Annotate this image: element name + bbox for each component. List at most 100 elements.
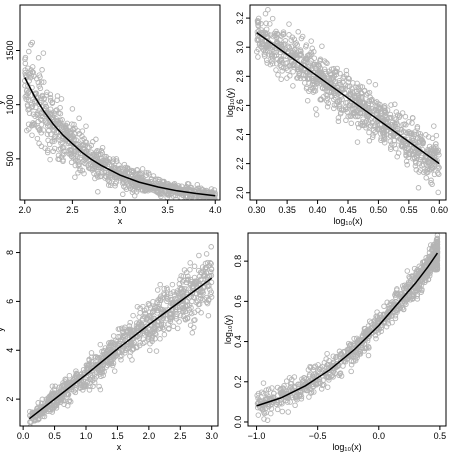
data-point [418, 154, 424, 161]
data-point [88, 350, 95, 356]
data-point [139, 166, 146, 172]
data-point [410, 293, 417, 299]
data-point [159, 324, 166, 331]
data-point [331, 89, 337, 95]
data-point [325, 361, 332, 368]
y-axis-label: log₁₀(y) [223, 315, 233, 344]
data-point [85, 362, 92, 368]
data-point [400, 286, 407, 292]
data-point [71, 148, 77, 154]
data-point [408, 130, 415, 136]
panel-4: −1.0 −0.5 0.0 0.5 0.0 0.2 0.4 0.6 0.8 log₁₀(x) log… [223, 232, 447, 452]
data-point [331, 105, 337, 112]
data-point [350, 358, 357, 365]
y-tick-label: 2.6 [235, 99, 245, 112]
data-point [349, 86, 355, 92]
data-point [33, 76, 40, 82]
data-point [354, 139, 361, 145]
data-point [311, 389, 317, 395]
data-point [56, 134, 63, 140]
data-point [268, 410, 274, 417]
data-point [154, 187, 160, 194]
data-point [114, 175, 120, 181]
data-point [120, 191, 126, 198]
data-point [366, 138, 373, 144]
data-point [417, 157, 424, 163]
data-point [161, 331, 168, 338]
data-point [384, 299, 390, 306]
data-point [297, 75, 304, 82]
data-point [123, 179, 129, 186]
x-tick-label: 0.40 [309, 205, 327, 215]
data-point [290, 83, 296, 89]
data-point [168, 311, 174, 318]
data-point [351, 106, 357, 112]
data-point [49, 100, 56, 106]
data-point [284, 399, 291, 405]
x-tick-label: 0.5 [48, 431, 61, 441]
data-point [44, 131, 51, 137]
data-point [263, 390, 270, 397]
data-point [49, 409, 56, 415]
data-point [381, 139, 388, 146]
data-point [361, 122, 368, 128]
data-point [397, 305, 404, 312]
data-point [269, 60, 276, 67]
y-tick-label: 1500 [5, 40, 15, 60]
plot-frame [247, 232, 447, 427]
data-point [153, 188, 159, 195]
data-point [306, 72, 312, 78]
data-point [390, 131, 396, 138]
data-point [187, 185, 194, 191]
data-point [260, 380, 267, 386]
data-point [377, 114, 384, 121]
data-point [337, 70, 343, 77]
data-point [201, 284, 208, 291]
data-point [398, 302, 405, 309]
data-point [264, 47, 271, 54]
data-point [326, 377, 332, 383]
data-point [149, 185, 155, 192]
data-point [412, 129, 418, 135]
data-point [285, 409, 291, 415]
x-axis-label: log₁₀(x) [333, 216, 362, 226]
data-point [420, 140, 426, 147]
data-point [324, 350, 330, 357]
data-point [335, 118, 342, 125]
data-point [66, 372, 73, 379]
data-point [200, 289, 206, 296]
data-point [93, 136, 99, 143]
data-point [280, 385, 286, 391]
scatter-points [254, 6, 442, 196]
data-point [63, 377, 69, 383]
data-point [406, 130, 412, 136]
data-point [309, 75, 315, 82]
y-tick-label: 2 [5, 397, 15, 402]
data-point [290, 68, 296, 75]
data-point [387, 111, 394, 118]
data-point [368, 320, 374, 326]
data-point [44, 89, 50, 96]
data-point [279, 400, 285, 407]
data-point [183, 279, 189, 286]
data-point [201, 192, 207, 199]
data-point [275, 72, 281, 78]
data-point [182, 316, 189, 322]
data-point [307, 386, 313, 393]
data-point [365, 102, 371, 108]
data-point [309, 81, 315, 88]
data-point [291, 374, 298, 380]
x-tick-label: 2.0 [19, 205, 32, 215]
data-point [127, 349, 134, 355]
data-point [343, 67, 350, 74]
data-point [332, 68, 339, 74]
data-point [103, 153, 109, 160]
data-point [414, 293, 420, 299]
data-point [36, 127, 43, 134]
data-point [57, 145, 64, 152]
data-point [152, 317, 158, 324]
data-point [208, 279, 215, 286]
data-point [421, 268, 427, 275]
data-point [308, 38, 314, 44]
data-point [137, 305, 143, 311]
